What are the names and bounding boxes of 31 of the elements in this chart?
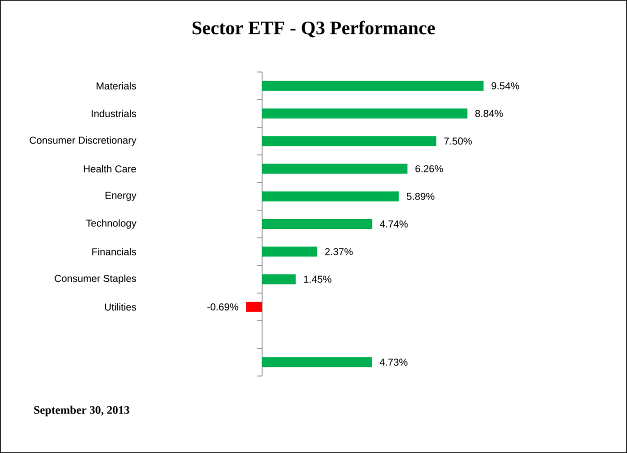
y-tick-label: Technology	[86, 219, 136, 229]
data-label: 4.74%	[380, 220, 408, 228]
y-tick-label: Health Care	[84, 165, 136, 172]
y-tick-label: Energy	[106, 192, 136, 201]
data-label: 5.89%	[406, 192, 434, 200]
bar	[262, 246, 318, 257]
bar	[262, 219, 372, 230]
data-label: 4.73%	[380, 358, 408, 366]
y-tick-label: Utilities	[105, 303, 136, 311]
bar	[262, 274, 296, 284]
data-label: 1.45%	[304, 276, 332, 283]
y-tick-label: Consumer Staples	[54, 274, 136, 284]
y-tick-label: Consumer Discretionary	[30, 136, 136, 146]
bar	[262, 164, 408, 174]
bar	[262, 357, 372, 368]
data-label: 6.26%	[415, 165, 443, 172]
bar	[262, 80, 484, 91]
data-label: -0.69%	[207, 303, 238, 310]
chart-title: Sector ETF - Q3 Performance	[192, 20, 435, 38]
y-tick-label: Financials	[92, 248, 136, 256]
bar	[246, 302, 262, 312]
y-tick-label: Industrials	[92, 110, 136, 118]
text: September 30, 2013	[34, 406, 130, 416]
bar	[262, 191, 399, 202]
data-label: 9.54%	[492, 82, 520, 90]
data-label: 7.50%	[444, 138, 472, 145]
data-label: 2.37%	[325, 248, 353, 256]
bar	[262, 136, 436, 146]
y-tick-label: Materials	[96, 82, 136, 90]
data-label: 8.84%	[475, 110, 503, 117]
bar	[262, 108, 468, 118]
